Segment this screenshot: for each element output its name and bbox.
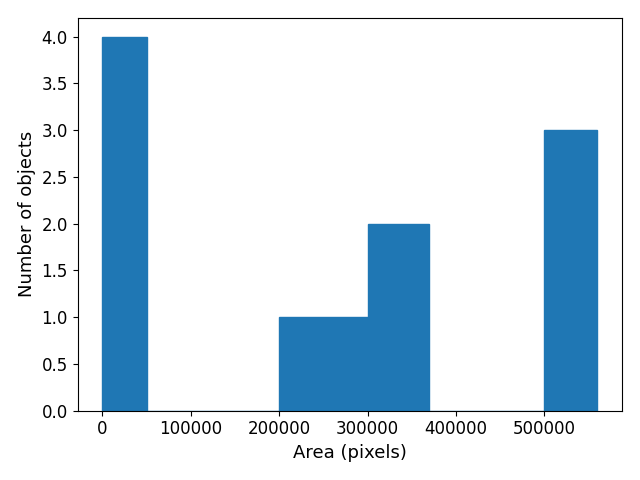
Y-axis label: Number of objects: Number of objects	[18, 131, 36, 298]
Bar	[544, 130, 597, 411]
Bar	[102, 36, 147, 411]
X-axis label: Area (pixels): Area (pixels)	[293, 444, 407, 462]
Bar	[367, 224, 429, 411]
Bar	[279, 317, 367, 411]
